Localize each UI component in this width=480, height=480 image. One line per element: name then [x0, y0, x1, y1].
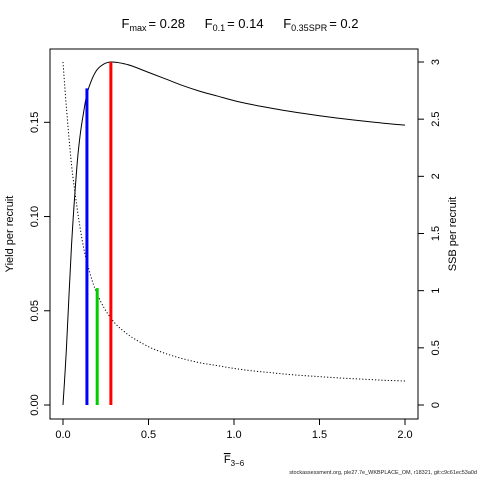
x-axis-title-sub: 3−6 — [231, 459, 245, 468]
y-axis-right: 0 0.5 1 1.5 2 2.5 3 — [417, 59, 442, 408]
yield-per-recruit-line — [62, 61, 406, 406]
y2-tick-label: 1 — [430, 288, 442, 294]
y-axis-title: Yield per recruit — [4, 196, 16, 273]
y-tick-label: 0.05 — [29, 300, 41, 321]
x-tick-label: 0.0 — [55, 429, 70, 441]
plot-frame — [49, 48, 419, 420]
title-f01-sub: 0.1 — [213, 23, 226, 33]
title-fmax-sub: max — [129, 23, 147, 33]
x-tick-label: 2.0 — [397, 429, 412, 441]
y2-axis-title: SSB per recruit — [447, 197, 459, 272]
x-tick-label: 1.5 — [312, 429, 327, 441]
y-axis-left: 0.00 0.05 0.10 0.15 — [29, 112, 51, 416]
y-tick-label: 0.10 — [29, 206, 41, 227]
x-axis: 0.0 0.5 1.0 1.5 2.0 — [55, 418, 413, 441]
footer-note: stockassessment.org, ple27.7e_WKBPLACE_O… — [289, 470, 477, 476]
title-fspr-value: = 0.2 — [329, 16, 358, 31]
y-tick-label: 0.15 — [29, 112, 41, 133]
title-fmax-label: F — [122, 16, 130, 31]
y2-tick-label: 2.5 — [430, 112, 442, 127]
title-f01-label: F — [205, 16, 213, 31]
y2-tick-label: 0 — [430, 402, 442, 408]
title-f01-value: = 0.14 — [227, 16, 264, 31]
ssb-per-recruit-line — [62, 61, 406, 382]
title-fspr-label: F — [283, 16, 291, 31]
reference-lines — [85, 62, 113, 405]
x-tick-label: 1.0 — [226, 429, 241, 441]
x-tick-label: 0.5 — [141, 429, 156, 441]
series-layer — [62, 61, 406, 406]
y2-tick-label: 3 — [430, 59, 442, 65]
title-fmax-value: = 0.28 — [148, 16, 185, 31]
x-axis-title-main: F — [224, 454, 231, 466]
title-fspr-sub: 0.35SPR — [291, 23, 328, 33]
x-axis-title: F3−6 — [224, 454, 245, 468]
y2-tick-label: 2 — [430, 173, 442, 179]
y-tick-label: 0.00 — [29, 394, 41, 415]
y2-tick-label: 1.5 — [430, 226, 442, 241]
chart-title: Fmax = 0.28 F0.1 = 0.14 F0.35SPR = 0.2 — [122, 16, 359, 33]
y2-tick-label: 0.5 — [430, 340, 442, 355]
